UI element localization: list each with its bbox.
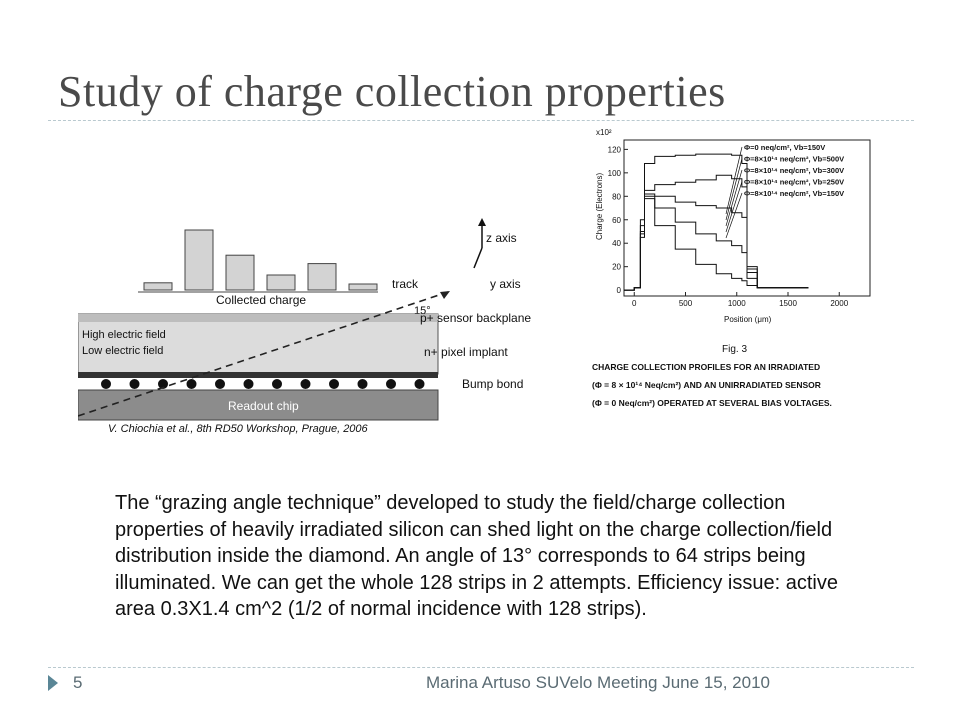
x-tick-label: 500 [679, 299, 693, 308]
bump-bond [243, 379, 254, 389]
bump-bonds [101, 379, 425, 389]
plot-legend: Φ=0 neq/cm², Vb=150V Φ=8×10¹⁴ neq/cm², Vb… [725, 143, 844, 239]
fig-label: Fig. 3 [722, 344, 747, 355]
caption-line-2: (Φ = 8 × 10¹⁴ Neq/cm²) AND AN UNIRRADIAT… [592, 380, 821, 390]
charge-bar [307, 263, 337, 291]
collected-charge-bars [143, 229, 378, 291]
page-number: 5 [73, 673, 83, 692]
bump-bond [101, 379, 111, 389]
y-axis-label: y axis [490, 277, 521, 291]
pixel-implant-row [78, 372, 438, 378]
pixel-implant-label: n+ pixel implant [424, 345, 508, 359]
y-tick-label: 120 [608, 145, 622, 154]
bump-bond [215, 379, 225, 389]
grazing-angle-schematic: Collected charge z axis y axis track 15°… [78, 218, 531, 435]
y-ticks: 0 20 40 60 80 100 120 [608, 145, 628, 295]
collected-charge-label: Collected charge [216, 293, 306, 307]
y-tick-label: 0 [617, 286, 622, 295]
slide-title: Study of charge collection properties [58, 67, 726, 116]
bump-bond [186, 379, 197, 389]
bump-bond-label: Bump bond [462, 377, 523, 391]
profile-curves [624, 153, 809, 291]
x-tick-label: 1500 [779, 299, 797, 308]
bump-bond [129, 379, 140, 389]
legend-entry: Φ=8×10¹⁴ neq/cm², Vb=150V [744, 189, 844, 198]
bump-bond [386, 379, 396, 389]
x-tick-label: 2000 [830, 299, 848, 308]
z-axis-label: z axis [486, 231, 517, 245]
charge-bar [143, 282, 173, 291]
charge-bar [184, 229, 214, 291]
caption-line-3: (Φ = 0 Neq/cm²) OPERATED AT SEVERAL BIAS… [592, 398, 832, 408]
sensor-backplane [78, 314, 438, 322]
readout-chip-label: Readout chip [228, 399, 299, 413]
footer-bullet-icon [48, 675, 58, 691]
bump-bond [414, 379, 425, 389]
y-tick-label: 80 [612, 192, 621, 201]
legend-entry: Φ=0 neq/cm², Vb=150V [744, 143, 825, 152]
y-tick-label: 40 [612, 239, 621, 248]
charge-bar [225, 254, 255, 291]
title-divider [48, 120, 914, 121]
backplane-label: p+ sensor backplane [420, 311, 531, 325]
bump-bond [357, 379, 368, 389]
high-field-label: High electric field [82, 329, 166, 341]
citation: V. Chiochia et al., 8th RD50 Workshop, P… [108, 423, 369, 435]
plot-xlabel: Position (μm) [724, 315, 772, 324]
bump-bond [158, 379, 168, 389]
y-tick-label: 60 [612, 216, 621, 225]
y-axis-arrow [473, 247, 483, 269]
profile-curve [624, 193, 809, 291]
readout-chip [78, 389, 439, 421]
charge-profile-figure: x10² 0 20 40 60 80 100 120 0 500 1000 1500 2000 Φ=… [592, 128, 871, 408]
y-tick-label: 100 [608, 169, 622, 178]
x-tick-label: 1000 [728, 299, 746, 308]
plot-ylabel: Charge (Electrons) [595, 173, 604, 240]
legend-entry: Φ=8×10¹⁴ neq/cm², Vb=500V [744, 155, 844, 164]
footer-divider [48, 667, 914, 668]
body-paragraph: The “grazing angle technique” developed … [115, 492, 838, 620]
bump-bond [272, 379, 282, 389]
low-field-label: Low electric field [82, 345, 163, 357]
x-tick-label: 0 [632, 299, 637, 308]
scale-label: x10² [596, 128, 612, 137]
profile-curve [624, 198, 809, 291]
track-line [78, 291, 449, 417]
sensor-body [78, 313, 439, 375]
charge-bar [348, 283, 378, 291]
bump-bond [300, 379, 311, 389]
profile-curve [624, 195, 809, 291]
footer-text: Marina Artuso SUVelo Meeting June 15, 20… [426, 673, 770, 692]
charge-bar [266, 274, 296, 291]
x-ticks: 0 500 1000 1500 2000 [632, 292, 849, 308]
plot-frame [623, 139, 871, 297]
caption-line-1: CHARGE COLLECTION PROFILES FOR AN IRRADI… [592, 362, 820, 372]
y-tick-label: 20 [612, 263, 621, 272]
bump-bond [329, 379, 339, 389]
legend-entry: Φ=8×10¹⁴ neq/cm², Vb=300V [744, 166, 844, 175]
track-label: track [392, 277, 419, 291]
legend-entry: Φ=8×10¹⁴ neq/cm², Vb=250V [744, 178, 844, 187]
